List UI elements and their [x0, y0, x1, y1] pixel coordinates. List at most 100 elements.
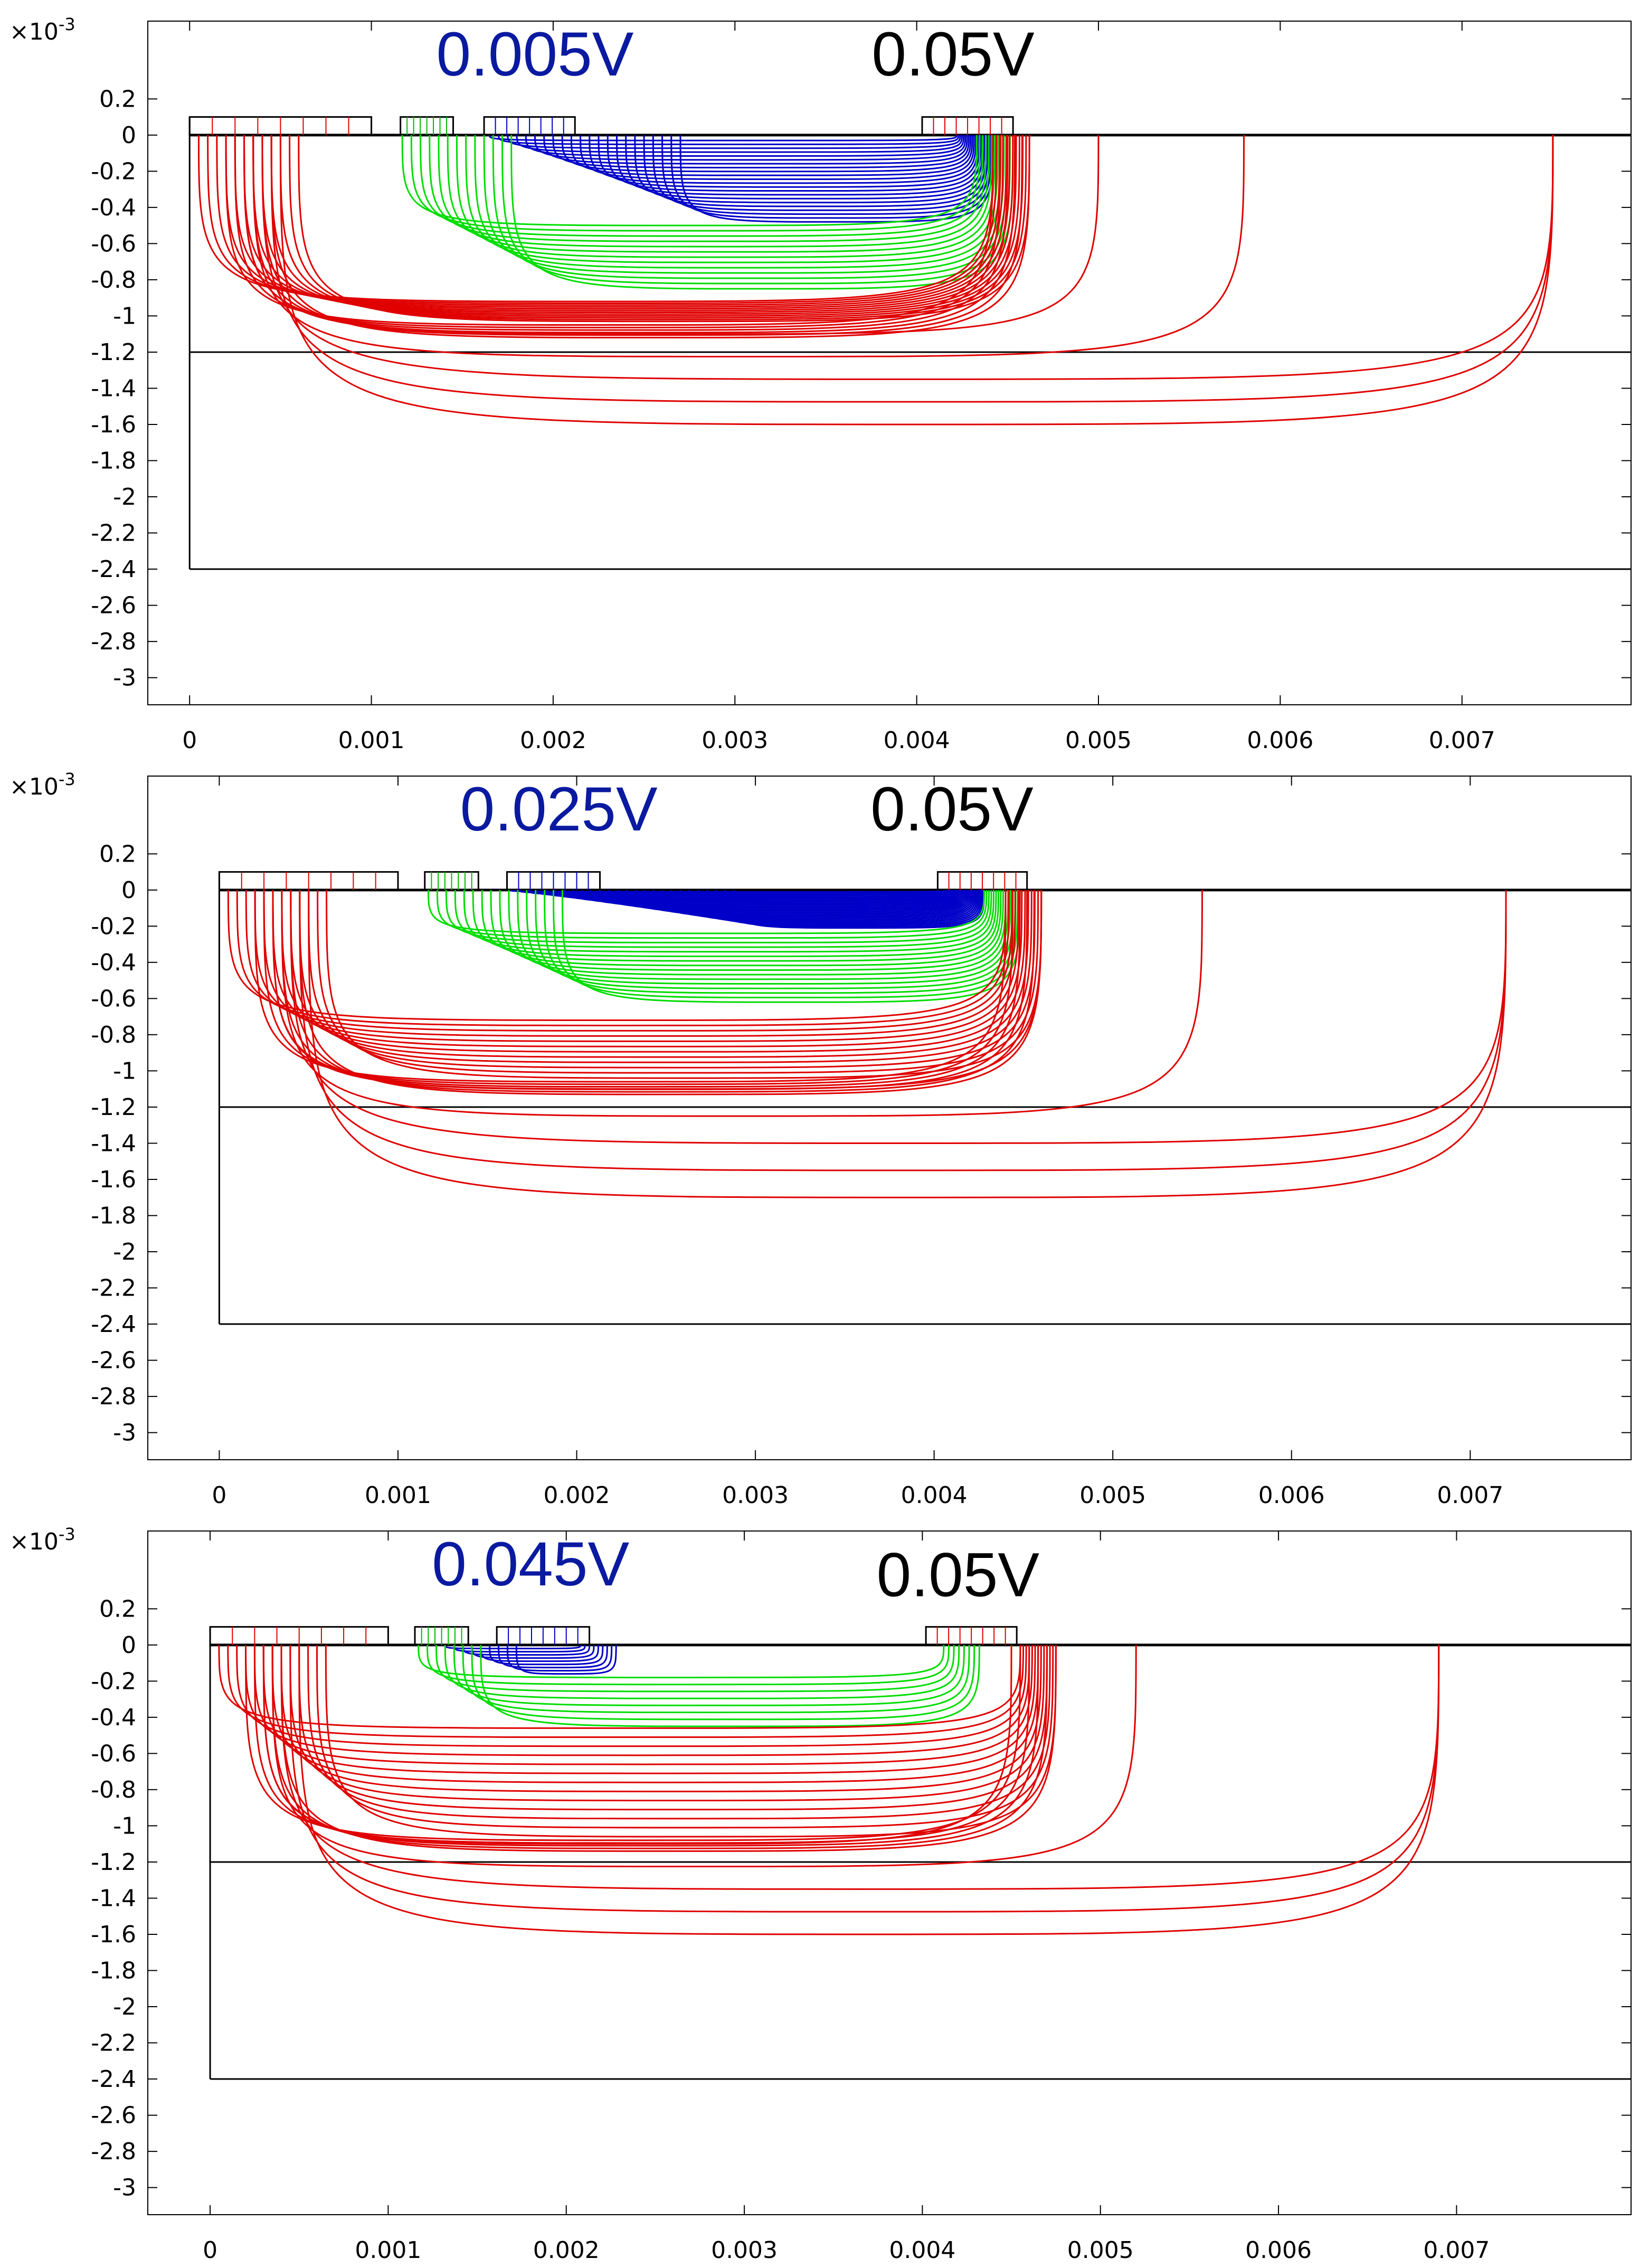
- field-line: [515, 1645, 617, 1675]
- field-line: [661, 890, 974, 918]
- field-line: [271, 1645, 1048, 1849]
- field-line: [308, 890, 1036, 1069]
- field-line: [580, 135, 975, 181]
- y-tick-label: -0.4: [91, 1704, 136, 1731]
- x-tick-label: 0.001: [355, 2237, 421, 2264]
- field-line: [606, 135, 980, 192]
- field-line: [234, 135, 1001, 328]
- field-line: [626, 890, 968, 912]
- field-line: [471, 1645, 975, 1721]
- x-tick-label: 0.003: [711, 2237, 778, 2264]
- field-line: [572, 890, 960, 903]
- y-tick-label: -2.2: [91, 520, 136, 547]
- y-tick-label: -2.4: [91, 556, 136, 583]
- field-line: [218, 1645, 1021, 1729]
- field-line: [270, 135, 1030, 339]
- field-line: [299, 890, 1507, 1171]
- y-tick-label: -1.4: [91, 1885, 136, 1912]
- field-line: [499, 890, 1004, 971]
- field-line: [225, 135, 1004, 308]
- field-line: [652, 135, 989, 211]
- exponent-label: ×10-3: [10, 14, 75, 45]
- field-line: [243, 135, 1011, 311]
- field-line: [544, 890, 1016, 994]
- field-line: [570, 135, 973, 176]
- field-line: [561, 890, 1021, 1003]
- y-tick-label: -1.6: [91, 1921, 136, 1948]
- y-tick-label: -0.2: [91, 158, 136, 185]
- field-line: [608, 890, 965, 909]
- field-line: [298, 135, 1030, 323]
- x-tick-label: 0.002: [533, 2237, 600, 2264]
- x-tick-label: 0.004: [901, 1482, 968, 1509]
- field-line: [418, 1645, 945, 1678]
- x-tick-label: 0.007: [1437, 1482, 1503, 1509]
- field-line: [516, 135, 963, 153]
- field-line: [289, 1645, 1440, 1913]
- field-line: [401, 135, 978, 226]
- field-line: [280, 1645, 1440, 1890]
- y-tick-label: -1: [113, 1812, 136, 1839]
- field-line: [428, 890, 985, 934]
- plot-frame: [147, 1530, 1632, 2215]
- chart-panel-3: ×10-30.20-0.2-0.4-0.6-0.8-1-1.2-1.4-1.6-…: [10, 1524, 1632, 2264]
- field-line: [280, 1645, 1042, 1792]
- field-line: [420, 135, 984, 237]
- x-tick-label: 0.003: [722, 1482, 789, 1509]
- field-line: [453, 1645, 965, 1706]
- field-line: [262, 1645, 1036, 1774]
- y-tick-label: -2.6: [91, 592, 136, 619]
- field-line: [438, 135, 990, 248]
- field-line: [462, 1645, 970, 1714]
- field-line: [488, 135, 958, 141]
- y-tick-label: -1.8: [91, 448, 136, 475]
- field-line: [489, 1645, 604, 1666]
- field-line: [706, 890, 981, 925]
- field-line: [590, 890, 962, 906]
- field-line: [498, 1645, 608, 1669]
- exponent-power: -3: [59, 1524, 75, 1544]
- field-line: [444, 1645, 960, 1699]
- chart-panel-2: ×10-30.20-0.2-0.4-0.6-0.8-1-1.2-1.4-1.6-…: [10, 769, 1632, 1509]
- field-line: [253, 1645, 1030, 1844]
- y-tick-label: -1: [113, 1057, 136, 1084]
- field-line: [307, 1645, 1051, 1820]
- field-line: [483, 135, 1005, 274]
- exponent-power: -3: [59, 769, 75, 789]
- field-line: [508, 890, 1007, 976]
- series-5: [272, 890, 1507, 1198]
- field-line: [553, 890, 1019, 999]
- field-line: [207, 135, 998, 304]
- x-tick-label: 0: [203, 2237, 217, 2264]
- voltage-annotation: 0.05V: [870, 774, 1034, 844]
- x-tick-label: 0.005: [1065, 727, 1132, 754]
- field-line: [543, 135, 968, 165]
- field-line: [281, 890, 1203, 1117]
- field-line: [325, 1645, 1057, 1838]
- field-line: [563, 890, 958, 902]
- field-line: [435, 1645, 955, 1693]
- x-tick-label: 0.003: [702, 727, 768, 754]
- field-line: [279, 135, 1024, 319]
- field-line: [261, 135, 1023, 336]
- field-line: [236, 1645, 1027, 1747]
- y-tick-label: -2.2: [91, 2030, 136, 2057]
- field-line: [462, 1645, 591, 1656]
- plot-frame: [147, 21, 1632, 705]
- x-tick-label: 0: [182, 727, 197, 754]
- x-tick-label: 0.005: [1079, 1482, 1146, 1509]
- field-line: [225, 135, 994, 326]
- y-tick-label: 0: [121, 877, 136, 904]
- y-tick-label: -3: [113, 2175, 136, 2201]
- y-tick-label: -2.8: [91, 2138, 136, 2165]
- field-line: [290, 890, 1507, 1144]
- field-line: [661, 135, 991, 215]
- field-line: [216, 135, 1001, 306]
- y-tick-label: 0: [121, 122, 136, 149]
- y-tick-label: -1.8: [91, 1958, 136, 1984]
- x-tick-label: 0.005: [1067, 2237, 1134, 2264]
- y-tick-label: -0.6: [91, 230, 136, 257]
- x-tick-label: 0.004: [884, 727, 950, 754]
- field-line: [456, 135, 996, 258]
- y-tick-label: -1.2: [91, 1849, 136, 1876]
